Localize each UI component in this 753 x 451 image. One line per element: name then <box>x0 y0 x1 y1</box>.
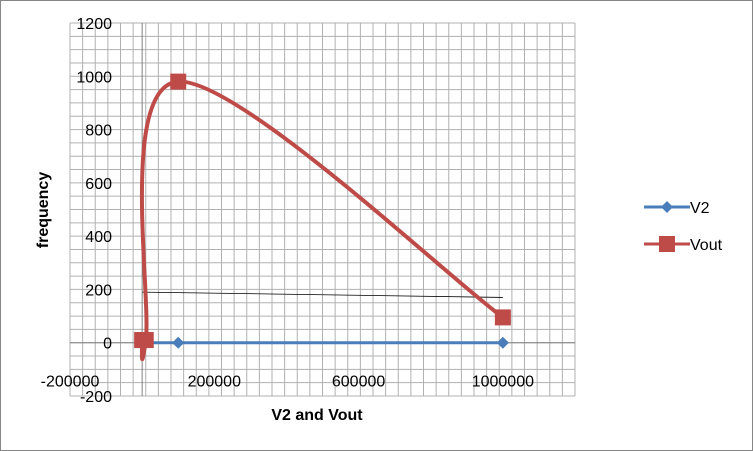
annotation-line <box>142 291 503 298</box>
legend: V2 Vout <box>644 200 723 254</box>
legend-label-vout: Vout <box>690 237 723 254</box>
y-tick-label: 0 <box>103 336 112 353</box>
data-point-vout <box>137 332 154 349</box>
legend-marker-v2 <box>661 201 673 213</box>
legend-label-v2: V2 <box>690 200 710 217</box>
x-tick-label: 1000000 <box>472 374 534 391</box>
y-tick-label: 200 <box>85 282 112 299</box>
y-axis-title: frequency <box>35 172 52 249</box>
tick-labels: -200 0 200 400 600 800 1000 1200 -200000 200000 60… <box>41 16 534 406</box>
data-point-v2 <box>172 336 185 349</box>
x-tick-label: 600000 <box>332 374 385 391</box>
y-tick-label: 600 <box>85 176 112 193</box>
series-layer <box>134 73 511 362</box>
legend-marker-vout <box>659 236 675 252</box>
y-tick-label: -200 <box>80 389 112 406</box>
y-tick-label: 1200 <box>76 16 112 33</box>
data-point-vout <box>170 73 187 90</box>
y-tick-label: 1000 <box>76 69 112 86</box>
y-tick-label: 400 <box>85 229 112 246</box>
series-line-vout <box>139 79 505 362</box>
x-tick-label: 200000 <box>188 374 241 391</box>
x-tick-label: -200000 <box>41 374 100 391</box>
data-point-vout <box>494 309 511 326</box>
annotation-layer <box>142 291 503 298</box>
data-point-v2 <box>496 336 509 349</box>
y-tick-label: 800 <box>85 123 112 140</box>
x-axis-title: V2 and Vout <box>271 407 363 424</box>
